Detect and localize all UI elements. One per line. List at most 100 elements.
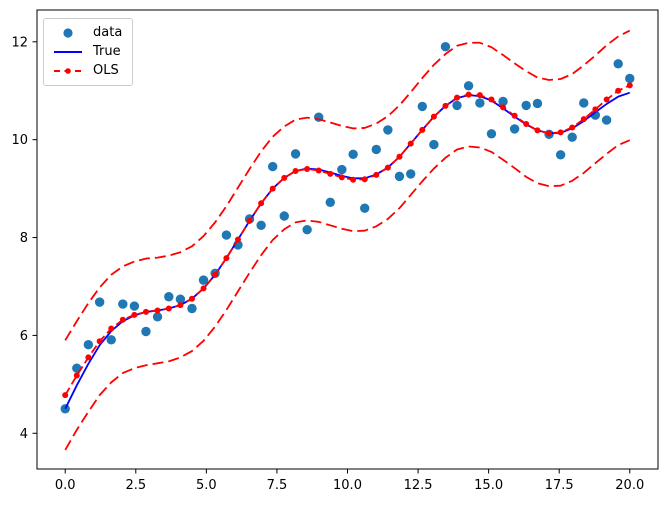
ols-marker (281, 174, 288, 181)
ols-marker (62, 392, 69, 399)
x-tick-label: 2.5 (125, 478, 146, 493)
data-point (383, 125, 393, 135)
y-tick-label: 10 (11, 133, 28, 148)
ols-marker (177, 302, 184, 309)
data-point (555, 150, 566, 160)
ols-marker (546, 130, 553, 137)
ols-marker (142, 308, 149, 315)
ols-marker (96, 338, 103, 345)
ols-marker (269, 185, 276, 192)
ols-marker (338, 174, 345, 181)
ols-marker (407, 140, 414, 147)
ols-marker (626, 82, 633, 89)
data-point (337, 164, 347, 175)
legend: data True OLS (43, 18, 134, 86)
data-point (187, 303, 197, 314)
ols-marker (292, 167, 299, 174)
upper-prediction-band (64, 29, 631, 341)
ols-marker (442, 102, 449, 109)
x-tick-label: 20.0 (615, 478, 644, 493)
data-point (267, 161, 278, 172)
data-point (406, 169, 416, 179)
y-tick-label: 4 (20, 427, 28, 442)
x-tick-label: 5.0 (196, 478, 217, 493)
data-point (348, 149, 358, 160)
data-point (429, 139, 439, 150)
x-tick-label: 7.5 (267, 478, 288, 493)
x-tick-label: 12.5 (404, 478, 433, 493)
data-point (475, 98, 485, 108)
data-point (509, 124, 520, 134)
data-point (440, 42, 451, 52)
ols-marker (361, 176, 368, 183)
data-point (486, 129, 497, 139)
data-point (371, 144, 381, 155)
ols-marker (615, 87, 622, 94)
legend-item-ols: OLS (53, 64, 122, 78)
ols-marker (476, 92, 483, 99)
data-point (279, 211, 289, 221)
data-point (290, 149, 301, 159)
x-tick-label: 15.0 (474, 478, 503, 493)
solid-line-icon (53, 46, 83, 58)
y-tick-label: 12 (11, 35, 28, 50)
ols-marker (223, 255, 230, 262)
data-point (521, 100, 531, 111)
data-point (118, 299, 128, 309)
ols-marker (396, 153, 403, 160)
legend-label-data: data (93, 25, 123, 40)
ols-marker (212, 271, 219, 278)
ols-marker (454, 94, 461, 101)
data-point (601, 115, 612, 125)
data-point (567, 132, 577, 142)
ols-marker (465, 91, 472, 98)
data-point (198, 275, 209, 285)
ols-marker (315, 167, 322, 174)
ols-marker (592, 106, 599, 113)
data-point (463, 81, 474, 91)
ols-marker (246, 217, 253, 224)
data-point (613, 59, 623, 69)
legend-item-data: data (53, 26, 122, 40)
ols-marker (488, 96, 495, 103)
scatter-marker-icon (53, 27, 83, 39)
data-point (590, 110, 601, 120)
ols-marker (73, 372, 80, 379)
true-line (64, 91, 631, 410)
ols-marker (534, 127, 541, 134)
data-point (452, 100, 462, 111)
data-point (164, 292, 174, 302)
ols-marker (85, 354, 92, 361)
data-point (94, 297, 105, 307)
ols-line (64, 84, 631, 396)
ols-marker (523, 121, 530, 128)
dashed-dot-line-icon (53, 65, 83, 77)
data-point (532, 98, 543, 109)
y-tick-label: 8 (20, 231, 28, 246)
x-tick-label: 17.5 (545, 478, 574, 493)
ols-marker (234, 236, 241, 243)
ols-marker (304, 166, 311, 173)
lower-prediction-band (64, 139, 631, 451)
ols-marker (384, 164, 391, 171)
data-point (256, 220, 266, 231)
data-point (360, 203, 370, 213)
ols-marker (569, 124, 576, 131)
data-point (129, 301, 140, 311)
data-point (579, 98, 589, 108)
ols-marker (557, 129, 564, 136)
data-point (325, 197, 335, 208)
ols-marker (419, 126, 426, 133)
ols-marker (165, 305, 172, 312)
data-point (152, 312, 163, 322)
ols-marker (131, 311, 138, 318)
ols-marker (188, 295, 195, 302)
ols-marker (154, 307, 161, 314)
ols-marker (500, 104, 507, 111)
x-tick-label: 10.0 (333, 478, 362, 493)
ols-marker (200, 285, 207, 292)
ols-marker (108, 325, 115, 332)
data-point (417, 101, 428, 112)
